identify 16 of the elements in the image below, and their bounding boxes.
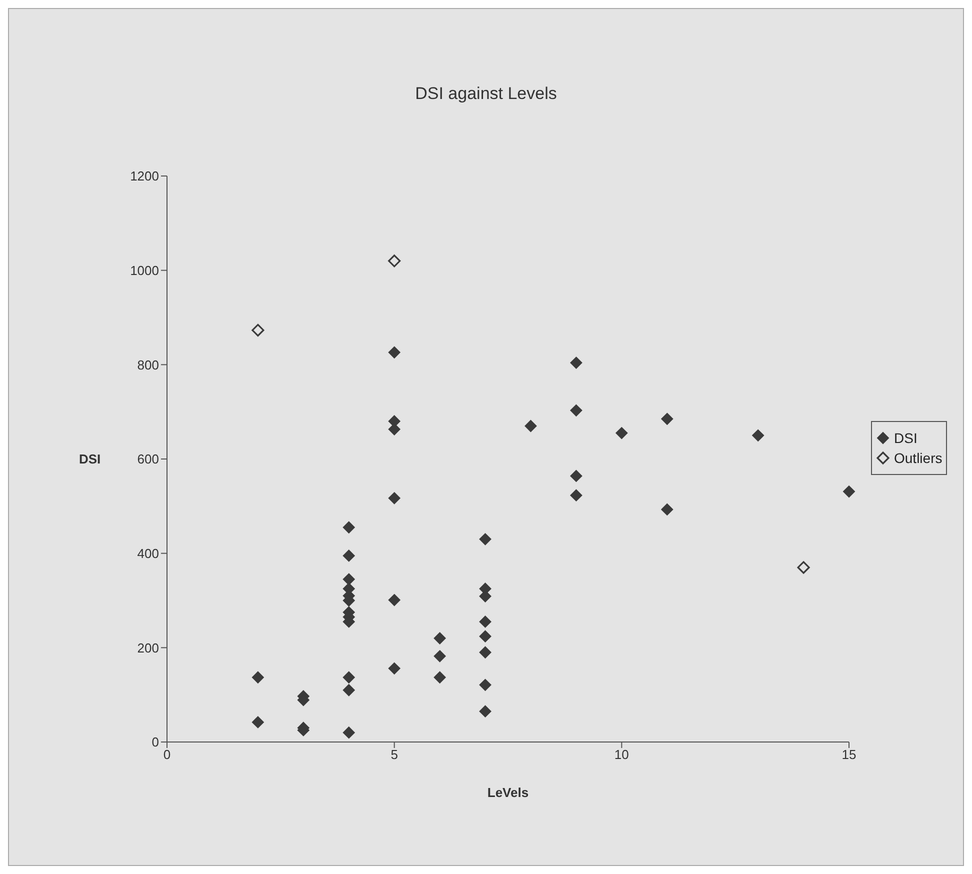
- x-tick-label: 10: [614, 747, 629, 762]
- x-tick-label: 15: [842, 747, 856, 762]
- chart-title: DSI against Levels: [414, 84, 558, 104]
- y-tick-label: 0: [152, 734, 159, 750]
- y-tick-label: 600: [137, 452, 159, 467]
- x-axis-title: LeVels: [487, 785, 529, 800]
- y-tick-label: 1000: [130, 262, 159, 278]
- legend-label: Outliers: [894, 449, 942, 468]
- y-tick-label: 800: [137, 357, 159, 372]
- x-tick-label: 5: [390, 747, 398, 762]
- legend-label: DSI: [894, 429, 918, 448]
- y-tick-label: 200: [137, 640, 159, 656]
- x-tick-label: 0: [163, 747, 171, 762]
- y-tick-label: 400: [137, 546, 159, 561]
- y-axis-title: DSI: [79, 452, 101, 467]
- y-tick-label: 1200: [130, 168, 159, 184]
